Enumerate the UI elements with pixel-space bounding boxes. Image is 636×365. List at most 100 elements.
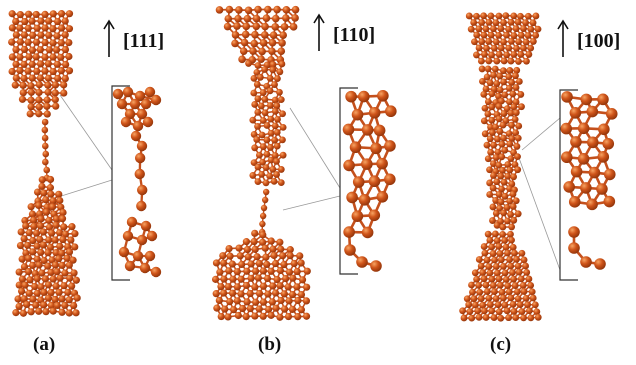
atom — [527, 314, 534, 321]
atom — [523, 269, 530, 276]
atom — [578, 153, 590, 165]
atom — [507, 211, 514, 218]
atom — [137, 185, 147, 195]
atom — [488, 276, 495, 283]
atom — [45, 281, 52, 288]
atom — [377, 90, 389, 102]
atom — [255, 62, 262, 69]
atom — [525, 51, 532, 58]
atom — [42, 196, 49, 203]
atom — [271, 23, 279, 31]
atom — [283, 6, 291, 14]
atom — [127, 217, 137, 227]
atom — [33, 53, 40, 60]
atom — [242, 23, 250, 31]
atom — [237, 290, 244, 297]
atom — [37, 74, 44, 81]
nanowire-a-top — [8, 10, 73, 118]
atom — [49, 53, 56, 60]
atom — [117, 99, 127, 109]
atom — [303, 297, 310, 304]
atom — [28, 89, 35, 96]
atom — [123, 231, 133, 241]
atom — [16, 67, 23, 74]
atom — [361, 158, 373, 170]
atom — [488, 244, 495, 251]
atom — [291, 260, 298, 267]
atom — [257, 74, 264, 81]
atom — [260, 283, 267, 290]
atom — [71, 243, 78, 250]
atom — [234, 15, 242, 23]
atom — [532, 32, 539, 39]
atom — [220, 275, 227, 282]
atom — [238, 261, 245, 268]
atom — [280, 261, 287, 268]
atom — [490, 25, 497, 32]
atom — [224, 23, 232, 31]
atom — [271, 137, 278, 144]
atom — [506, 167, 513, 174]
atom — [483, 25, 490, 32]
atom — [44, 96, 51, 103]
atom — [260, 299, 267, 306]
atom — [260, 213, 266, 219]
atom — [370, 260, 382, 272]
up-arrow-icon — [102, 18, 116, 58]
atom — [277, 267, 284, 274]
atom — [497, 315, 504, 322]
atom — [53, 268, 60, 275]
atom — [271, 81, 278, 88]
atom — [521, 288, 528, 295]
atom — [49, 39, 56, 46]
atom — [70, 302, 77, 309]
atom — [33, 243, 40, 250]
atom — [20, 75, 27, 82]
atom — [510, 217, 517, 224]
atom — [516, 269, 523, 276]
atom — [151, 267, 161, 277]
atom — [497, 173, 504, 180]
atom — [514, 143, 521, 150]
atom — [515, 210, 522, 217]
atom — [256, 290, 263, 297]
atom — [478, 58, 485, 65]
atom — [252, 268, 259, 275]
atom — [473, 276, 480, 283]
up-arrow-icon — [556, 18, 570, 58]
atom — [289, 291, 296, 298]
atom — [491, 257, 498, 264]
atom — [37, 46, 44, 53]
atom — [47, 191, 54, 198]
atom — [216, 269, 223, 276]
direction-label-c: [100] — [577, 30, 620, 53]
atom — [513, 84, 520, 91]
atom — [520, 282, 527, 289]
atom — [28, 203, 35, 210]
atom — [273, 276, 280, 283]
atom — [12, 46, 19, 53]
atom — [230, 306, 237, 313]
atom — [508, 295, 515, 302]
atom — [58, 10, 65, 17]
atom — [518, 308, 525, 315]
atom — [505, 45, 512, 52]
atom — [277, 246, 284, 253]
atom — [27, 103, 34, 110]
atom — [526, 276, 533, 283]
atom — [68, 283, 75, 290]
atom — [259, 231, 266, 238]
atom — [488, 52, 495, 59]
atom — [44, 82, 51, 89]
atom — [14, 295, 21, 302]
nanowire-a-chain — [42, 119, 51, 182]
atom — [235, 244, 242, 251]
atom — [235, 312, 242, 319]
atom — [519, 250, 526, 257]
atom — [350, 141, 362, 153]
direction-label-a: [111] — [123, 30, 164, 53]
atom — [514, 288, 521, 295]
atom — [37, 60, 44, 67]
atom — [251, 230, 258, 237]
atom — [66, 25, 73, 32]
